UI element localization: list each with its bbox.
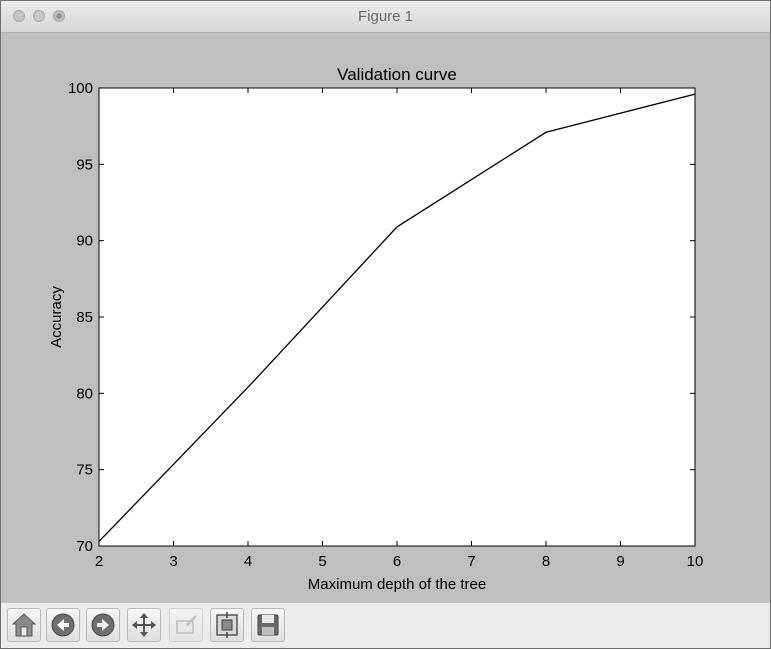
move-arrows-icon [132, 613, 156, 637]
figure-canvas[interactable]: 2 3 4 5 6 7 8 9 10 70 75 80 85 90 95 100 Validation cur… [1, 33, 770, 602]
back-arrow-icon [51, 613, 75, 637]
chart-svg: 2 3 4 5 6 7 8 9 10 70 75 80 85 90 95 100 Validation cur… [48, 65, 704, 593]
x-tick-label: 7 [467, 553, 475, 570]
axes-frame [98, 87, 696, 547]
y-tick-label: 90 [76, 233, 93, 250]
plot-area [99, 88, 695, 546]
forward-button[interactable] [86, 608, 120, 642]
zoom-rect-icon [176, 615, 197, 634]
x-tick-label: 3 [169, 553, 177, 570]
home-icon [11, 613, 37, 637]
y-tick-label: 95 [76, 156, 93, 173]
x-tick-label: 2 [95, 553, 103, 570]
x-tick-label: 6 [393, 553, 401, 570]
x-tick-label: 5 [318, 553, 326, 570]
floppy-disk-icon [257, 614, 279, 636]
y-tick-label: 80 [76, 385, 93, 402]
navigation-toolbar [1, 602, 770, 648]
subplots-config-icon [216, 612, 238, 638]
zoom-window-button[interactable] [53, 10, 65, 22]
y-tick-label: 70 [76, 538, 93, 555]
x-tick-label: 4 [244, 553, 252, 570]
y-axis-label: Accuracy [48, 286, 65, 348]
zoom-button[interactable] [169, 608, 203, 642]
pan-button[interactable] [127, 608, 161, 642]
y-tick-label: 100 [68, 80, 93, 97]
x-tick-label: 10 [687, 553, 704, 570]
close-window-button[interactable] [13, 10, 25, 22]
subplots-button[interactable] [210, 608, 244, 642]
chart-title: Validation curve [337, 65, 457, 84]
x-axis-label: Maximum depth of the tree [308, 576, 486, 593]
window-title: Figure 1 [357, 8, 414, 25]
x-tick-label: 9 [616, 553, 624, 570]
minimize-window-button[interactable] [33, 10, 45, 22]
forward-arrow-icon [91, 613, 115, 637]
x-tick-label: 8 [542, 553, 550, 570]
back-button[interactable] [46, 608, 80, 642]
save-button[interactable] [251, 608, 285, 642]
y-tick-label: 75 [76, 462, 93, 479]
home-button[interactable] [7, 608, 41, 642]
y-tick-label: 85 [76, 309, 93, 326]
title-bar[interactable]: Figure 1 [1, 1, 770, 33]
